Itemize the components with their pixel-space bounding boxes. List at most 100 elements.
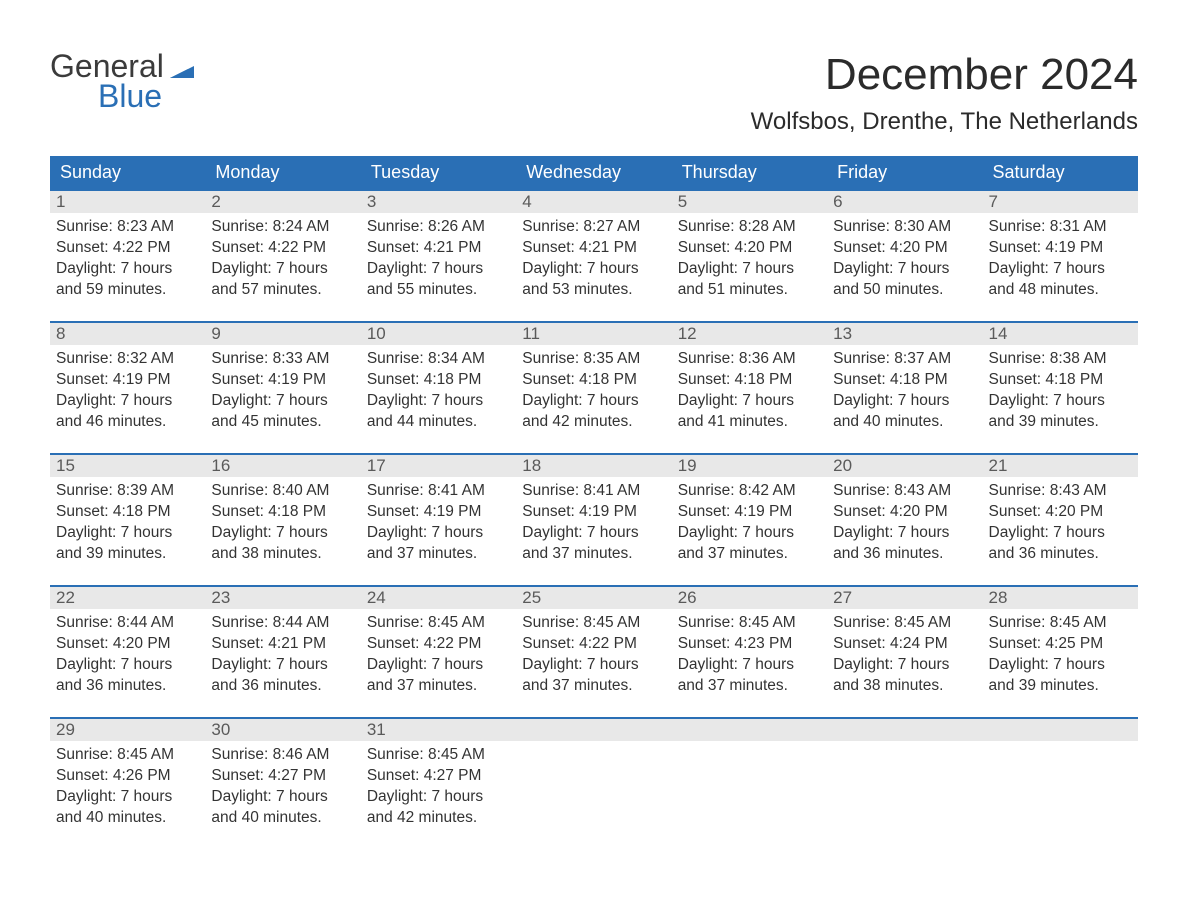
day-body: Sunrise: 8:45 AMSunset: 4:22 PMDaylight:… (361, 609, 516, 703)
day-cell: 6Sunrise: 8:30 AMSunset: 4:20 PMDaylight… (827, 190, 982, 322)
dl1-text: Daylight: 7 hours (367, 655, 510, 676)
dl2-text: and 39 minutes. (989, 412, 1132, 433)
sunrise-text: Sunrise: 8:31 AM (989, 217, 1132, 238)
day-number: 22 (50, 587, 205, 609)
day-body: Sunrise: 8:40 AMSunset: 4:18 PMDaylight:… (205, 477, 360, 571)
dl1-text: Daylight: 7 hours (522, 655, 665, 676)
dl2-text: and 36 minutes. (833, 544, 976, 565)
sunset-text: Sunset: 4:20 PM (833, 238, 976, 259)
day-number: 1 (50, 191, 205, 213)
sunrise-text: Sunrise: 8:32 AM (56, 349, 199, 370)
sunset-text: Sunset: 4:18 PM (678, 370, 821, 391)
sunset-text: Sunset: 4:21 PM (211, 634, 354, 655)
sunset-text: Sunset: 4:20 PM (678, 238, 821, 259)
sunset-text: Sunset: 4:21 PM (522, 238, 665, 259)
calendar-table: Sunday Monday Tuesday Wednesday Thursday… (50, 156, 1138, 850)
day-cell: 7Sunrise: 8:31 AMSunset: 4:19 PMDaylight… (983, 190, 1138, 322)
dl1-text: Daylight: 7 hours (367, 787, 510, 808)
day-number: 25 (516, 587, 671, 609)
dl2-text: and 37 minutes. (678, 676, 821, 697)
day-number: 21 (983, 455, 1138, 477)
dl2-text: and 44 minutes. (367, 412, 510, 433)
day-number: 24 (361, 587, 516, 609)
dl1-text: Daylight: 7 hours (56, 655, 199, 676)
day-body: Sunrise: 8:28 AMSunset: 4:20 PMDaylight:… (672, 213, 827, 307)
dl1-text: Daylight: 7 hours (211, 523, 354, 544)
day-cell (672, 718, 827, 850)
sunrise-text: Sunrise: 8:46 AM (211, 745, 354, 766)
day-number: 30 (205, 719, 360, 741)
day-number: 27 (827, 587, 982, 609)
day-number: 19 (672, 455, 827, 477)
week-row: 22Sunrise: 8:44 AMSunset: 4:20 PMDayligh… (50, 586, 1138, 718)
day-body: Sunrise: 8:39 AMSunset: 4:18 PMDaylight:… (50, 477, 205, 571)
day-cell: 23 Sunrise: 8:44 AMSunset: 4:21 PMDayligh… (205, 586, 360, 718)
sunset-text: Sunset: 4:19 PM (989, 238, 1132, 259)
sunrise-text: Sunrise: 8:45 AM (367, 745, 510, 766)
dl2-text: and 48 minutes. (989, 280, 1132, 301)
day-number: 12 (672, 323, 827, 345)
dl1-text: Daylight: 7 hours (367, 259, 510, 280)
day-cell: 26Sunrise: 8:45 AMSunset: 4:23 PMDayligh… (672, 586, 827, 718)
sunrise-text: Sunrise: 8:45 AM (367, 613, 510, 634)
day-cell: 14Sunrise: 8:38 AMSunset: 4:18 PMDayligh… (983, 322, 1138, 454)
day-body: Sunrise: 8:35 AMSunset: 4:18 PMDaylight:… (516, 345, 671, 439)
dl1-text: Daylight: 7 hours (989, 523, 1132, 544)
sunset-text: Sunset: 4:26 PM (56, 766, 199, 787)
dl2-text: and 57 minutes. (211, 280, 354, 301)
day-number: 14 (983, 323, 1138, 345)
dl2-text: and 53 minutes. (522, 280, 665, 301)
sunrise-text: Sunrise: 8:42 AM (678, 481, 821, 502)
sunset-text: Sunset: 4:27 PM (211, 766, 354, 787)
day-number: 2 (205, 191, 360, 213)
dl1-text: Daylight: 7 hours (989, 391, 1132, 412)
day-body: Sunrise: 8:30 AMSunset: 4:20 PMDaylight:… (827, 213, 982, 307)
day-number: 18 (516, 455, 671, 477)
flag-icon (170, 60, 194, 78)
week-row: 29Sunrise: 8:45 AMSunset: 4:26 PMDayligh… (50, 718, 1138, 850)
dl2-text: and 37 minutes. (367, 676, 510, 697)
dl2-text: and 39 minutes. (56, 544, 199, 565)
dl2-text: and 51 minutes. (678, 280, 821, 301)
sunrise-text: Sunrise: 8:45 AM (833, 613, 976, 634)
logo-word-2: Blue (50, 82, 194, 111)
sunrise-text: Sunrise: 8:43 AM (989, 481, 1132, 502)
sunrise-text: Sunrise: 8:45 AM (678, 613, 821, 634)
day-cell: 1Sunrise: 8:23 AMSunset: 4:22 PMDaylight… (50, 190, 205, 322)
sunset-text: Sunset: 4:24 PM (833, 634, 976, 655)
day-cell: 11Sunrise: 8:35 AMSunset: 4:18 PMDayligh… (516, 322, 671, 454)
day-body: Sunrise: 8:41 AMSunset: 4:19 PMDaylight:… (361, 477, 516, 571)
sunset-text: Sunset: 4:18 PM (522, 370, 665, 391)
day-body: Sunrise: 8:31 AMSunset: 4:19 PMDaylight:… (983, 213, 1138, 307)
sunrise-text: Sunrise: 8:45 AM (56, 745, 199, 766)
empty-day-header (827, 719, 982, 741)
dl2-text: and 55 minutes. (367, 280, 510, 301)
dl2-text: and 42 minutes. (367, 808, 510, 829)
week-row: 15Sunrise: 8:39 AMSunset: 4:18 PMDayligh… (50, 454, 1138, 586)
dl1-text: Daylight: 7 hours (211, 787, 354, 808)
day-number: 17 (361, 455, 516, 477)
day-body: Sunrise: 8:32 AMSunset: 4:19 PMDaylight:… (50, 345, 205, 439)
sunrise-text: Sunrise: 8:44 AM (211, 613, 354, 634)
dl2-text: and 37 minutes. (367, 544, 510, 565)
sunrise-text: Sunrise: 8:41 AM (522, 481, 665, 502)
sunset-text: Sunset: 4:25 PM (989, 634, 1132, 655)
day-body: Sunrise: 8:45 AMSunset: 4:22 PMDaylight:… (516, 609, 671, 703)
sunrise-text: Sunrise: 8:44 AM (56, 613, 199, 634)
sunset-text: Sunset: 4:27 PM (367, 766, 510, 787)
dl1-text: Daylight: 7 hours (56, 787, 199, 808)
dl1-text: Daylight: 7 hours (833, 391, 976, 412)
sunrise-text: Sunrise: 8:35 AM (522, 349, 665, 370)
day-cell: 12Sunrise: 8:36 AMSunset: 4:18 PMDayligh… (672, 322, 827, 454)
day-number: 23 (205, 587, 360, 609)
day-body: Sunrise: 8:26 AMSunset: 4:21 PMDaylight:… (361, 213, 516, 307)
dl2-text: and 41 minutes. (678, 412, 821, 433)
dl1-text: Daylight: 7 hours (833, 259, 976, 280)
dl1-text: Daylight: 7 hours (833, 523, 976, 544)
dl2-text: and 36 minutes. (56, 676, 199, 697)
dl1-text: Daylight: 7 hours (367, 391, 510, 412)
sunset-text: Sunset: 4:18 PM (833, 370, 976, 391)
sunset-text: Sunset: 4:22 PM (367, 634, 510, 655)
sunset-text: Sunset: 4:20 PM (56, 634, 199, 655)
dl1-text: Daylight: 7 hours (211, 655, 354, 676)
